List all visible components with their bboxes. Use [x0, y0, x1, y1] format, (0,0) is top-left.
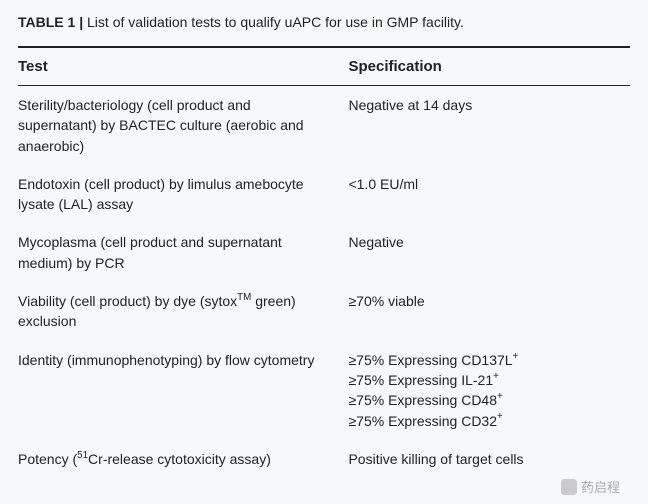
table-row: Identity (immunophenotyping) by flow cyt… — [18, 341, 630, 440]
header-test: Test — [18, 48, 348, 85]
table-row: Mycoplasma (cell product and supernatant… — [18, 223, 630, 282]
cell-test: Viability (cell product) by dye (sytoxTM… — [18, 282, 348, 341]
table-row: Viability (cell product) by dye (sytoxTM… — [18, 282, 630, 341]
cell-spec: Negative — [348, 223, 630, 282]
caption-text: List of validation tests to qualify uAPC… — [87, 14, 464, 30]
table-caption: TABLE 1 | List of validation tests to qu… — [18, 14, 630, 30]
cell-spec: ≥70% viable — [348, 282, 630, 341]
table-row: Potency (51Cr-release cytotoxicity assay… — [18, 440, 630, 478]
table-body: Sterility/bacteriology (cell product and… — [18, 85, 630, 478]
caption-sep: | — [75, 14, 87, 30]
header-row: Test Specification — [18, 48, 630, 85]
cell-test: Endotoxin (cell product) by limulus ameb… — [18, 165, 348, 224]
cell-test: Mycoplasma (cell product and supernatant… — [18, 223, 348, 282]
cell-test: Potency (51Cr-release cytotoxicity assay… — [18, 440, 348, 478]
cell-test: Sterility/bacteriology (cell product and… — [18, 86, 348, 165]
table-row: Sterility/bacteriology (cell product and… — [18, 86, 630, 165]
header-spec: Specification — [348, 48, 630, 85]
cell-spec: ≥75% Expressing CD137L+≥75% Expressing I… — [348, 341, 630, 440]
table-container: TABLE 1 | List of validation tests to qu… — [0, 0, 648, 504]
cell-spec: Negative at 14 days — [348, 86, 630, 165]
table-row: Endotoxin (cell product) by limulus ameb… — [18, 165, 630, 224]
caption-label: TABLE 1 — [18, 14, 75, 30]
cell-spec: <1.0 EU/ml — [348, 165, 630, 224]
cell-spec: Positive killing of target cells — [348, 440, 630, 478]
validation-table: Test Specification Sterility/bacteriolog… — [18, 48, 630, 478]
cell-test: Identity (immunophenotyping) by flow cyt… — [18, 341, 348, 440]
